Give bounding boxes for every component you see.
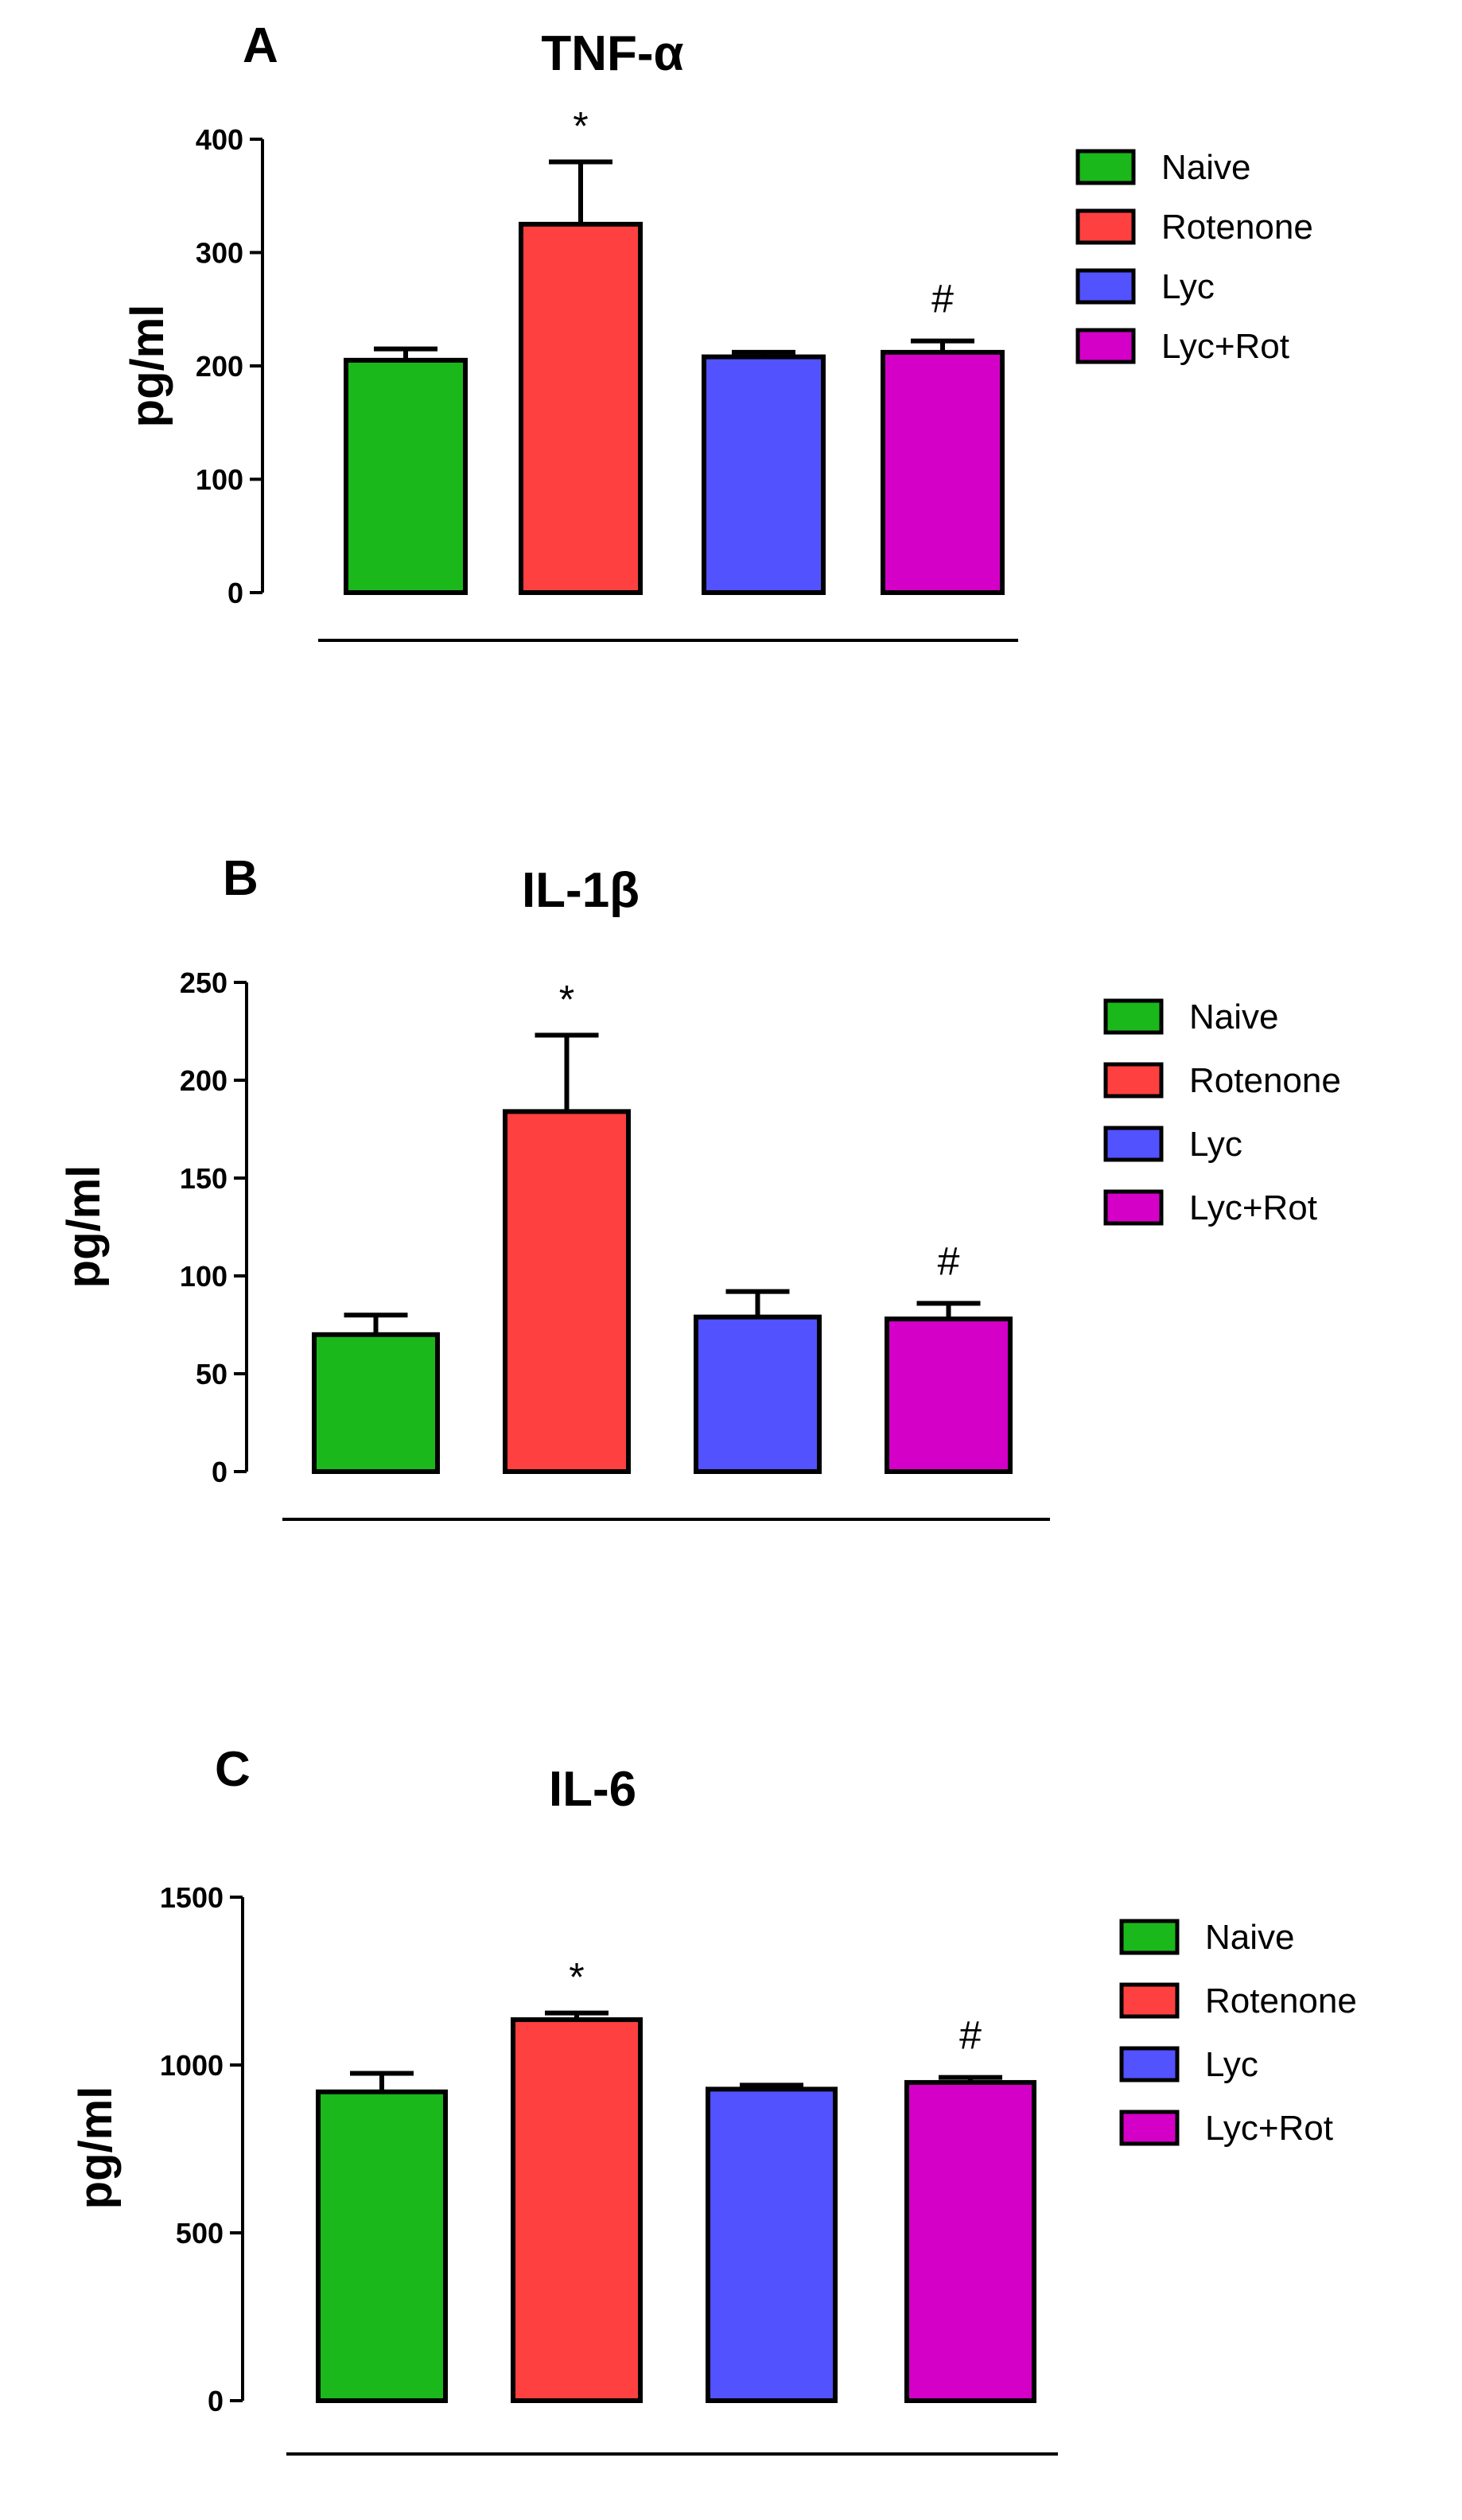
bar-rotenone [503,1109,631,1474]
legend-swatch [1075,268,1136,305]
legend-swatch [1119,2046,1180,2082]
legend-label: Rotenone [1161,208,1313,247]
significance-star: * [559,977,574,1021]
legend-swatch [1103,1062,1164,1099]
legend-swatch [1119,1919,1180,1955]
legend-swatch [1119,1982,1180,2019]
chart-panel-a: A TNF-α pg/ml 0 100 200 300 400 * # Naive Rotenone L… [122,18,1313,642]
y-tick-label: 0 [212,1456,227,1488]
chart-title: TNF-α [541,26,683,81]
y-axis-label: pg/ml [122,305,173,428]
chart-panel-b: B IL-1β pg/ml 0 50 100 150 200 250 * # Naive Rotenon… [58,851,1341,1521]
panel-letter: B [223,851,259,906]
y-tick-label: 400 [196,123,243,156]
y-tick-label: 200 [180,1064,227,1097]
y-tick-label: 1000 [160,2049,224,2082]
y-tick-label: 150 [180,1162,227,1195]
legend-label: Lyc [1161,267,1215,306]
legend-label: Lyc [1189,1125,1242,1164]
chart-title: IL-6 [549,1762,636,1817]
legend-label: Rotenone [1189,1061,1341,1100]
y-tick-label: 200 [196,350,243,383]
chart-title: IL-1β [522,863,640,918]
significance-hash: # [931,277,954,321]
bar-naive [344,357,468,595]
legend-swatch [1103,1126,1164,1162]
legend-label: Naive [1161,148,1251,187]
legend-swatch [1103,1189,1164,1226]
y-tick-label: 100 [180,1260,227,1293]
legend-label: Lyc+Rot [1189,1188,1317,1227]
y-tick-label: 0 [208,2385,224,2417]
panel-letter: A [243,18,278,73]
chart-panel-c: C IL-6 pg/ml 0 500 1000 1500 * # Naive Rotenone Lyc… [70,1742,1357,2456]
bar-lyc [702,354,826,595]
y-axis-label: pg/ml [70,2086,122,2210]
y-tick-label: 100 [196,464,243,496]
y-axis-label: pg/ml [58,1165,110,1289]
legend-label: Lyc [1205,2045,1258,2084]
bar-naive [312,1332,440,1475]
bar-lyc-rot [881,349,1005,595]
significance-hash: # [938,1239,960,1283]
significance-star: * [573,104,588,149]
y-tick-label: 1500 [160,1881,224,1914]
y-tick-label: 500 [176,2217,224,2250]
bar-naive [316,2089,448,2403]
legend-label: Naive [1205,1918,1295,1957]
bar-rotenone [519,221,643,595]
legend-swatch [1075,208,1136,245]
legend-label: Naive [1189,998,1279,1036]
bar-lyc [706,2086,838,2404]
y-tick-label: 300 [196,237,243,270]
legend-swatch [1103,998,1164,1035]
y-tick-label: 250 [180,966,227,999]
legend-label: Lyc+Rot [1161,327,1289,366]
legend-label: Rotenone [1205,1981,1357,2020]
y-tick-label: 50 [196,1358,227,1390]
significance-hash: # [959,2013,982,2058]
bar-lyc-rot [904,2079,1036,2404]
significance-star: * [569,1955,584,2000]
legend-swatch [1075,149,1136,185]
bar-lyc [694,1314,822,1475]
bar-rotenone [511,2017,643,2404]
panel-letter: C [215,1742,251,1797]
legend-swatch [1119,2110,1180,2146]
y-tick-label: 0 [227,577,243,609]
legend-swatch [1075,328,1136,364]
legend-label: Lyc+Rot [1205,2109,1333,2148]
bar-lyc-rot [885,1316,1013,1474]
